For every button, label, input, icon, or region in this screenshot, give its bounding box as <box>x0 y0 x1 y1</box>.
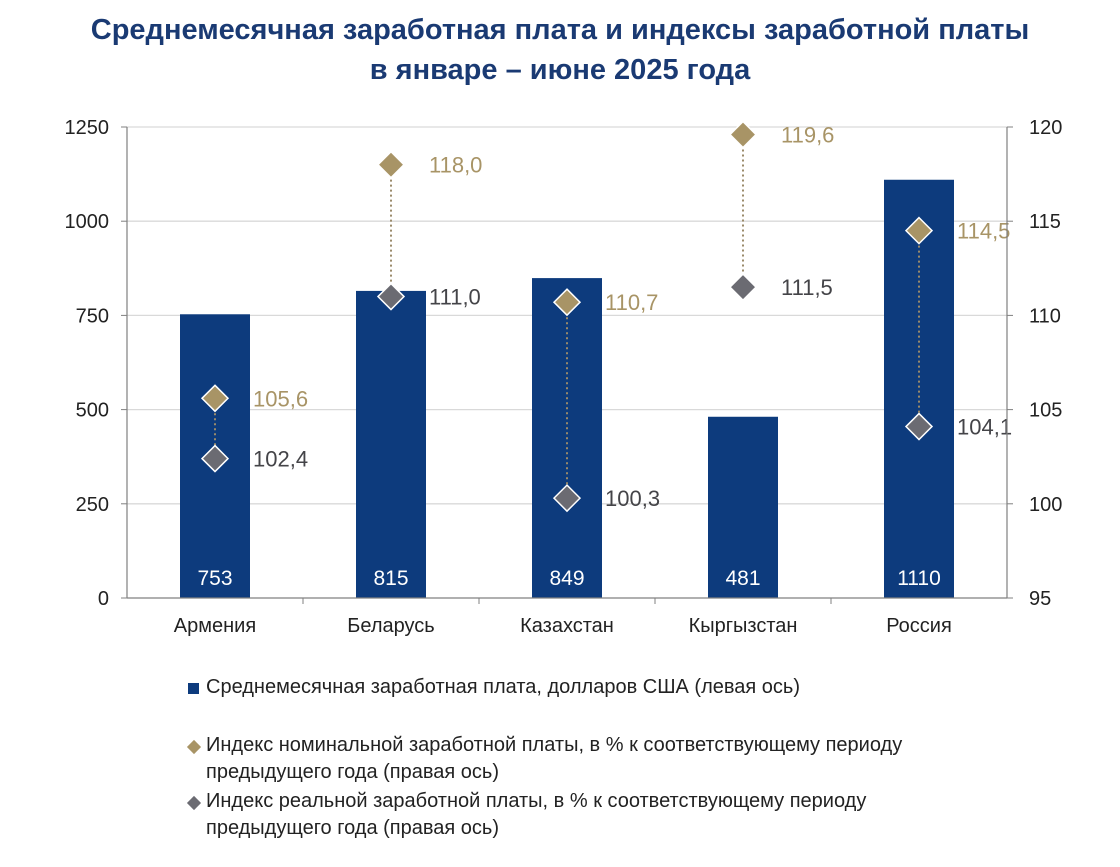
nominal-index-label: 110,7 <box>605 290 658 315</box>
real-index-label: 111,5 <box>781 275 833 300</box>
nominal-index-label: 114,5 <box>957 219 1010 244</box>
legend-item-wage: Среднемесячная заработная плата, долларо… <box>188 674 800 701</box>
category-label: Беларусь <box>347 615 434 637</box>
wage-bar-label: 849 <box>549 567 584 590</box>
nominal-index-label: 118,0 <box>429 153 482 178</box>
wage-bar-label: 1110 <box>897 567 941 590</box>
legend-label-wage: Среднемесячная заработная плата, долларо… <box>206 676 800 698</box>
nominal-index-marker <box>552 288 582 317</box>
left-axis-tick-label: 1250 <box>65 117 110 139</box>
right-axis-tick-label: 115 <box>1029 211 1061 233</box>
right-axis-tick-label: 95 <box>1029 588 1051 610</box>
category-label: Армения <box>174 615 256 637</box>
category-label: Кыргызстан <box>689 615 798 637</box>
left-axis-tick-label: 750 <box>76 305 109 327</box>
real-index-marker <box>552 484 582 513</box>
right-axis-tick-label: 110 <box>1029 305 1061 327</box>
markers <box>200 120 934 513</box>
legend-nominal-diamond-icon <box>186 739 202 755</box>
real-index-label: 104,1 <box>957 415 1012 440</box>
wage-bar <box>884 179 954 598</box>
real-index-label: 100,3 <box>605 486 660 511</box>
legend-label-real-2: предыдущего года (правая ось) <box>206 817 499 839</box>
right-axis-tick-label: 100 <box>1029 494 1062 516</box>
legend-label-nominal-2: предыдущего года (правая ось) <box>206 761 499 783</box>
real-index-marker <box>376 282 406 311</box>
legend-label-nominal-1: Индекс номинальной заработной платы, в %… <box>206 734 903 756</box>
right-axis-tick-label: 105 <box>1029 400 1062 422</box>
real-index-marker <box>200 444 230 473</box>
category-label: Россия <box>886 615 952 637</box>
nominal-index-marker <box>376 150 406 179</box>
nominal-index-marker <box>904 216 934 245</box>
nominal-index-marker <box>200 384 230 413</box>
wage-bar-label: 753 <box>197 567 232 590</box>
left-axis-tick-label: 500 <box>76 400 109 422</box>
left-axis-tick-label: 1000 <box>65 211 110 233</box>
legend-item-nominal: Индекс номинальной заработной платы, в %… <box>186 732 903 786</box>
left-axis-tick-label: 250 <box>76 494 109 516</box>
right-axis-tick-label: 120 <box>1029 117 1062 139</box>
legend-label-real-1: Индекс реальной заработной платы, в % к … <box>206 790 867 812</box>
category-label: Казахстан <box>520 615 614 637</box>
wage-bar <box>708 416 778 598</box>
left-axis-tick-label: 0 <box>98 588 109 610</box>
real-index-label: 111,0 <box>429 285 481 310</box>
nominal-index-label: 105,6 <box>253 386 308 411</box>
chart-title: Среднемесячная заработная плата и индекс… <box>0 10 1120 90</box>
data-labels: 753 105,6 102,4 815 118,0 111,0 849 110,7 100,3 4… <box>197 123 1012 590</box>
wage-chart: 753 105,6 102,4 815 118,0 111,0 849 110,7 100,3 4… <box>65 117 1063 637</box>
wage-bar-label: 481 <box>725 567 760 590</box>
real-index-label: 102,4 <box>253 447 308 472</box>
chart-title-line-1: Среднемесячная заработная плата и индекс… <box>90 14 1030 46</box>
nominal-index-label: 119,6 <box>781 123 834 148</box>
wage-bar-label: 815 <box>373 567 408 590</box>
legend-item-real: Индекс реальной заработной платы, в % к … <box>186 788 867 842</box>
nominal-index-marker <box>728 120 758 149</box>
legend-real-diamond-icon <box>186 795 202 811</box>
chart-title-line-2: в январе – июне 2025 года <box>369 54 751 86</box>
legend-bar-swatch <box>188 683 199 694</box>
real-index-marker <box>904 412 934 441</box>
axes: 0 250 500 750 1000 1250 95 100 105 110 115 120 Армен… <box>65 117 1063 637</box>
wage-bar <box>356 290 426 598</box>
real-index-marker <box>728 273 758 302</box>
